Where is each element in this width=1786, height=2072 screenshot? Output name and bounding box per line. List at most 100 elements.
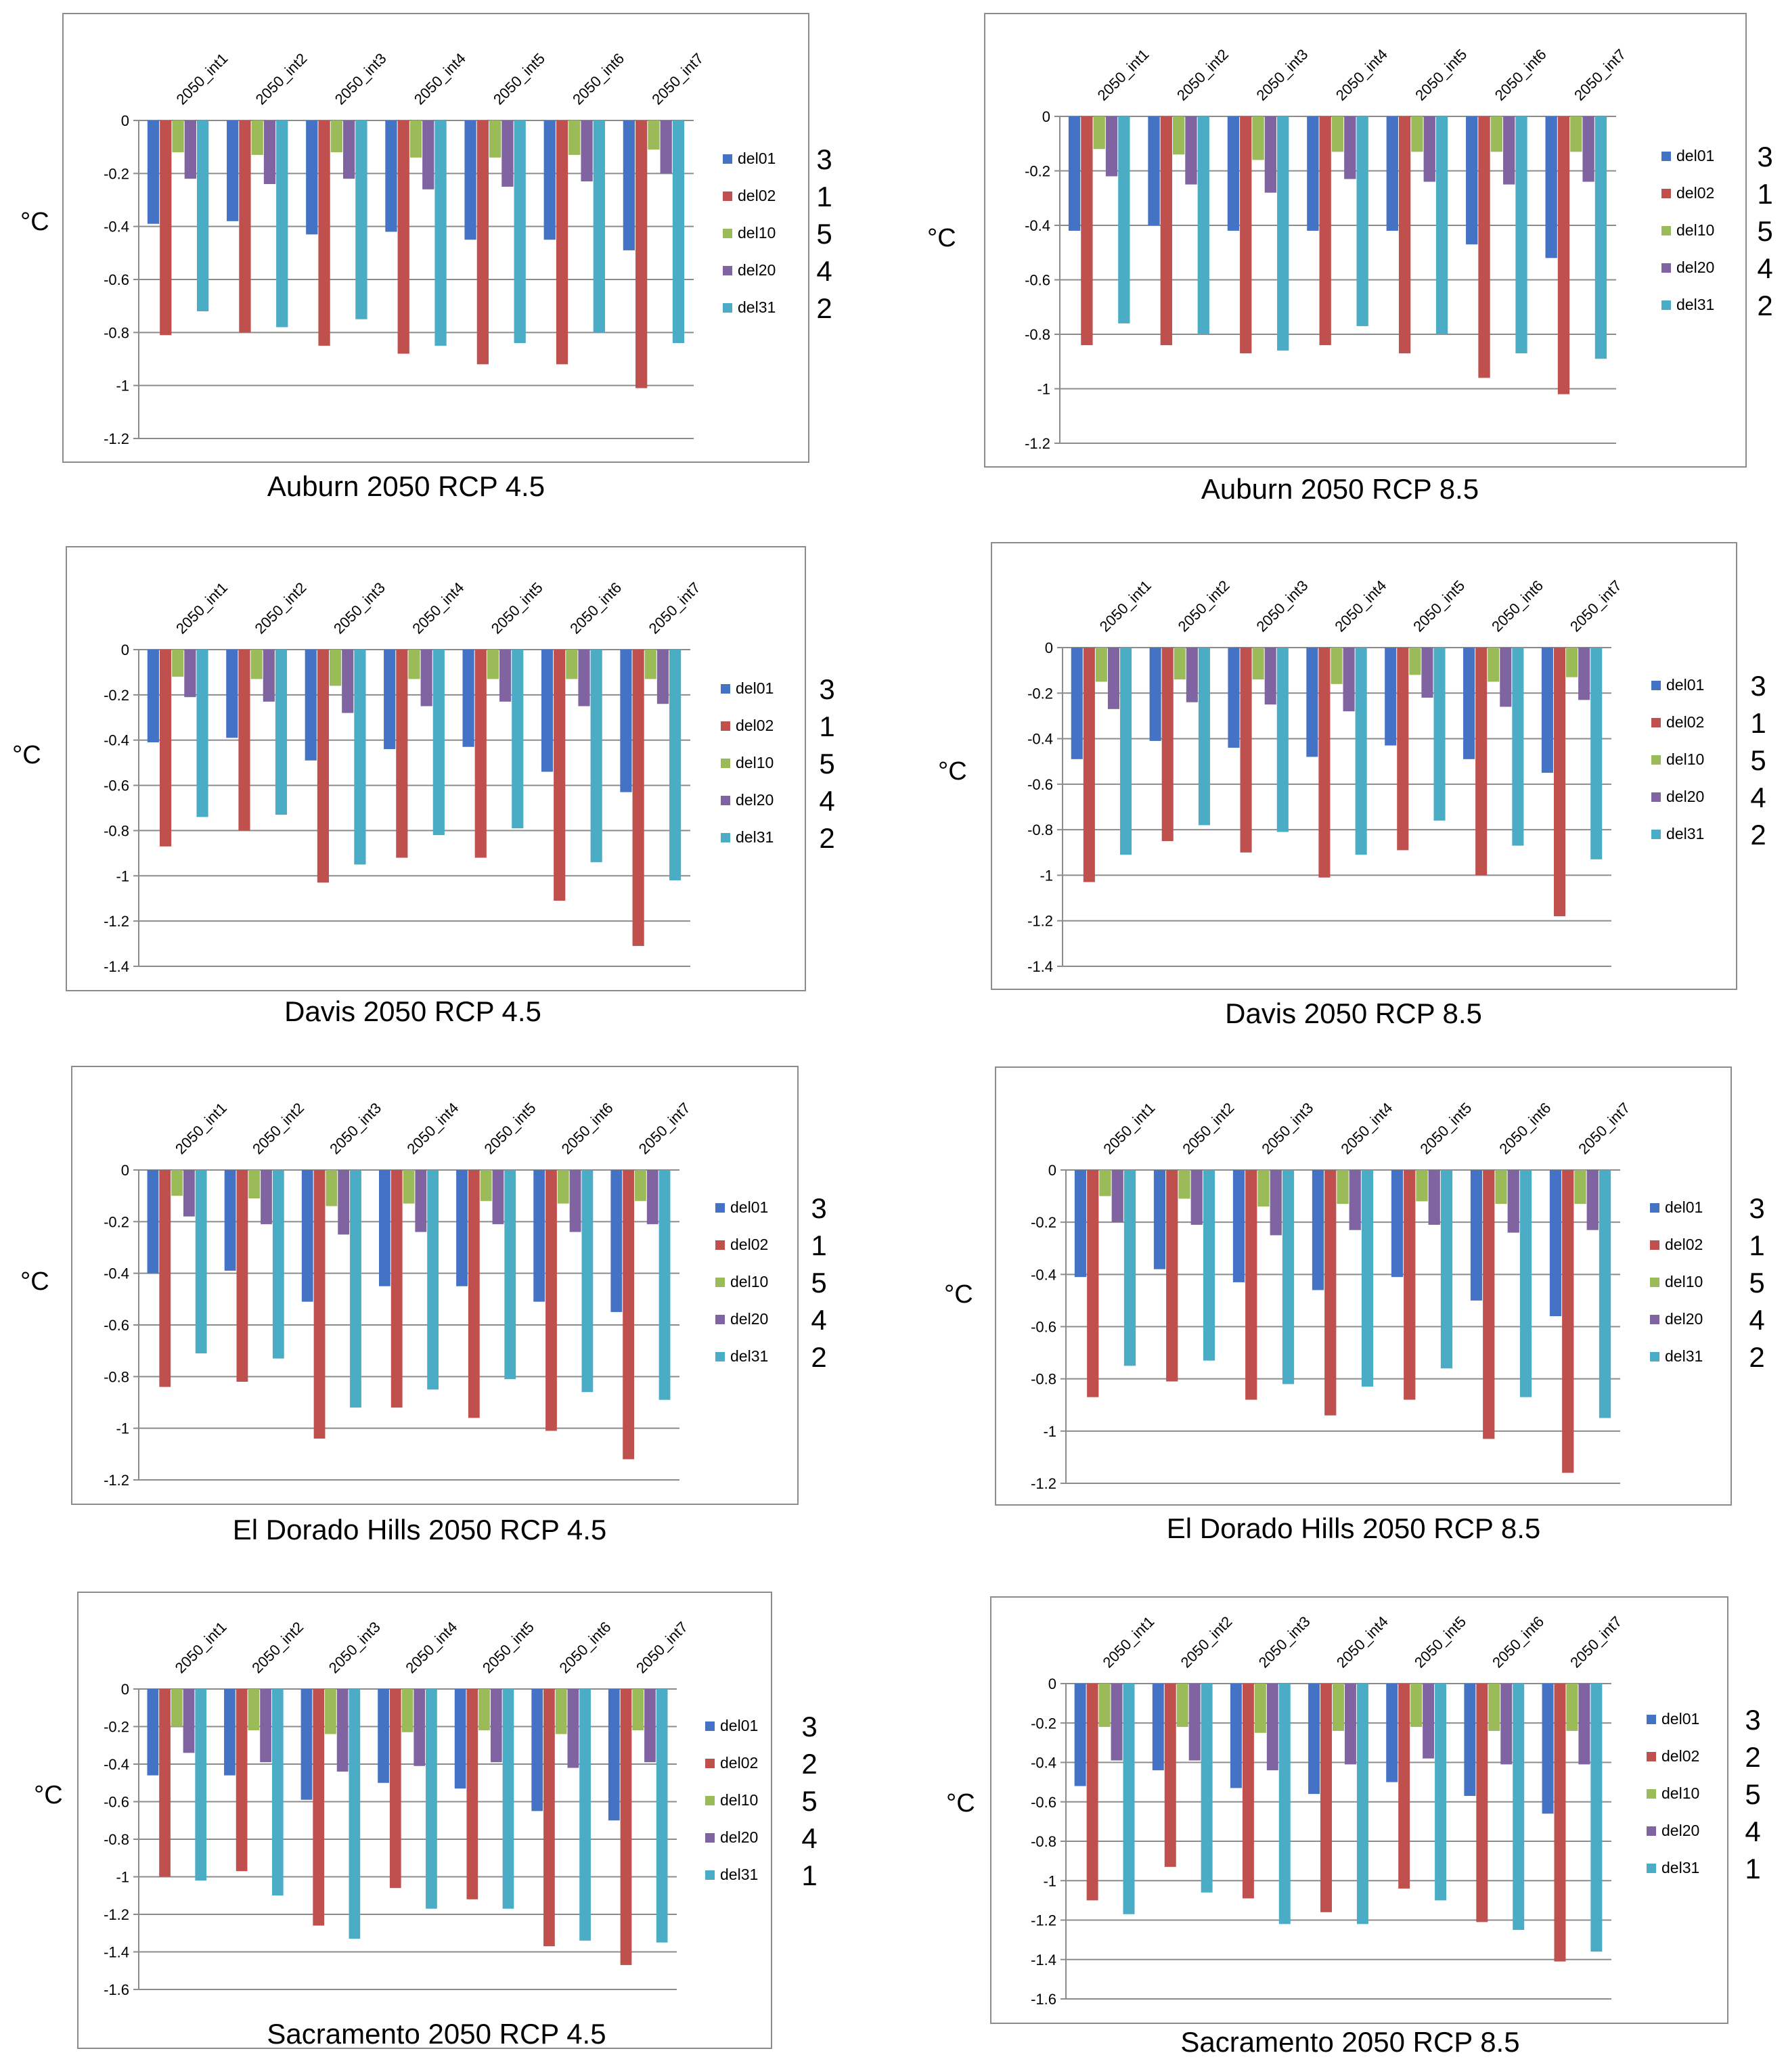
bar-del10-2050_int3 [1252,648,1264,680]
legend-rank-del10: 5 [819,748,834,780]
y-tick-label: 0 [1048,1675,1056,1692]
legend-rank-del01: 3 [1745,1704,1760,1736]
legend-swatch-del10 [721,759,730,768]
bar-del20-2050_int5 [490,1689,502,1763]
bar-del01-2050_int4 [384,650,396,750]
bar-del02-2050_int6 [1478,116,1490,378]
bar-del31-2050_int7 [1590,1684,1603,1952]
chart-title: Davis 2050 RCP 4.5 [284,995,541,1027]
legend-rank-del02: 2 [1745,1741,1760,1773]
bar-del02-2050_int3 [313,1689,325,1926]
legend-label-del20: del20 [738,261,776,279]
legend-label-del20: del20 [1661,1822,1699,1839]
bar-del02-2050_int4 [397,120,409,354]
legend-rank-del31: 2 [1749,1341,1764,1373]
bar-del02-2050_int5 [1397,648,1409,851]
legend-rank-del10: 5 [801,1785,817,1817]
legend-rank-del02: 1 [1749,1230,1764,1261]
bar-del31-2050_int1 [1120,648,1132,855]
legend-swatch-del01 [1661,152,1671,161]
legend-swatch-del01 [705,1721,715,1731]
bar-del20-2050_int6 [567,1689,579,1768]
bar-del20-2050_int4 [422,120,434,189]
bar-del10-2050_int4 [1331,648,1343,684]
bar-del31-2050_int1 [1123,1684,1135,1914]
bar-del01-2050_int7 [1545,116,1557,258]
bar-del10-2050_int7 [1566,1684,1578,1731]
chart-title: El Dorado Hills 2050 RCP 8.5 [1167,1512,1541,1544]
y-axis-label: °C [938,757,967,786]
bar-del20-2050_int7 [656,650,669,704]
bar-del01-2050_int7 [1549,1170,1562,1317]
bar-del20-2050_int1 [1111,1684,1123,1761]
y-tick-label: -0.2 [104,1213,129,1230]
bar-del20-2050_int4 [414,1689,426,1766]
bar-del01-2050_int2 [224,1689,236,1776]
bar-del10-2050_int6 [1488,648,1500,682]
bar-del02-2050_int4 [1324,1170,1337,1416]
y-tick-label: -1.6 [104,1981,129,1998]
y-tick-label: -0.6 [1031,1319,1056,1336]
legend-rank-del02: 1 [816,181,832,212]
bar-del01-2050_int6 [1470,1170,1483,1301]
bar-del20-2050_int5 [1423,116,1435,182]
legend-swatch-del02 [1661,189,1671,198]
y-tick-label: -0.6 [104,778,129,794]
bar-del01-2050_int2 [226,650,238,738]
bar-del31-2050_int4 [1356,116,1368,326]
legend-rank-del20: 4 [1745,1816,1760,1847]
bar-del10-2050_int2 [248,1689,260,1731]
bar-del20-2050_int7 [644,1689,656,1763]
legend-swatch-del20 [1647,1826,1656,1836]
bar-del02-2050_int5 [468,1170,480,1418]
bar-del01-2050_int6 [1463,648,1475,759]
bar-del20-2050_int6 [1507,1170,1519,1233]
bar-del20-2050_int1 [184,650,196,698]
bar-del01-2050_int4 [1308,1684,1320,1795]
bar-del02-2050_int4 [1318,648,1331,878]
bar-del01-2050_int1 [147,120,160,224]
bar-del31-2050_int2 [272,1170,284,1359]
bar-del01-2050_int5 [1386,1684,1398,1782]
bar-del02-2050_int7 [635,120,648,388]
bar-del20-2050_int7 [646,1170,658,1225]
chart-title: Auburn 2050 RCP 4.5 [267,470,545,502]
legend-swatch-del31 [721,833,730,842]
bar-del01-2050_int5 [454,1689,466,1789]
bar-del10-2050_int4 [1337,1170,1349,1204]
legend-label-del01: del01 [1661,1710,1699,1728]
chart-title: Sacramento 2050 RCP 4.5 [267,2018,606,2050]
legend-label-del02: del02 [720,1754,758,1772]
bar-del02-2050_int1 [1087,1170,1099,1397]
y-tick-label: -1 [116,868,129,884]
bar-del02-2050_int5 [466,1689,478,1899]
legend-label-del10: del10 [720,1791,758,1809]
bar-del10-2050_int6 [557,1170,569,1204]
bar-del01-2050_int5 [1386,116,1398,231]
legend-label-del20: del20 [730,1310,768,1328]
bar-del10-2050_int7 [1570,116,1582,152]
bar-del02-2050_int7 [1554,1684,1566,1962]
bar-del02-2050_int4 [390,1170,403,1408]
legend-label-del01: del01 [736,679,774,697]
bar-del20-2050_int2 [1185,116,1197,185]
bar-del31-2050_int2 [1203,1170,1215,1361]
bar-del31-2050_int6 [1512,648,1524,846]
bar-del01-2050_int3 [301,1170,313,1302]
y-axis-label: °C [34,1781,63,1809]
bar-del01-2050_int5 [464,120,476,240]
y-axis-label: °C [20,208,49,236]
legend-label-del02: del02 [1676,184,1714,202]
chart-title: El Dorado Hills 2050 RCP 4.5 [233,1514,607,1546]
legend-swatch-del02 [1650,1240,1659,1250]
bar-del10-2050_int3 [330,120,342,152]
bar-del31-2050_int5 [1435,1684,1447,1901]
legend-swatch-del20 [1651,792,1661,802]
bar-del20-2050_int5 [499,650,512,702]
bar-del31-2050_int7 [656,1689,668,1943]
y-tick-label: 0 [121,1162,129,1179]
bar-del20-2050_int5 [1423,1684,1435,1759]
